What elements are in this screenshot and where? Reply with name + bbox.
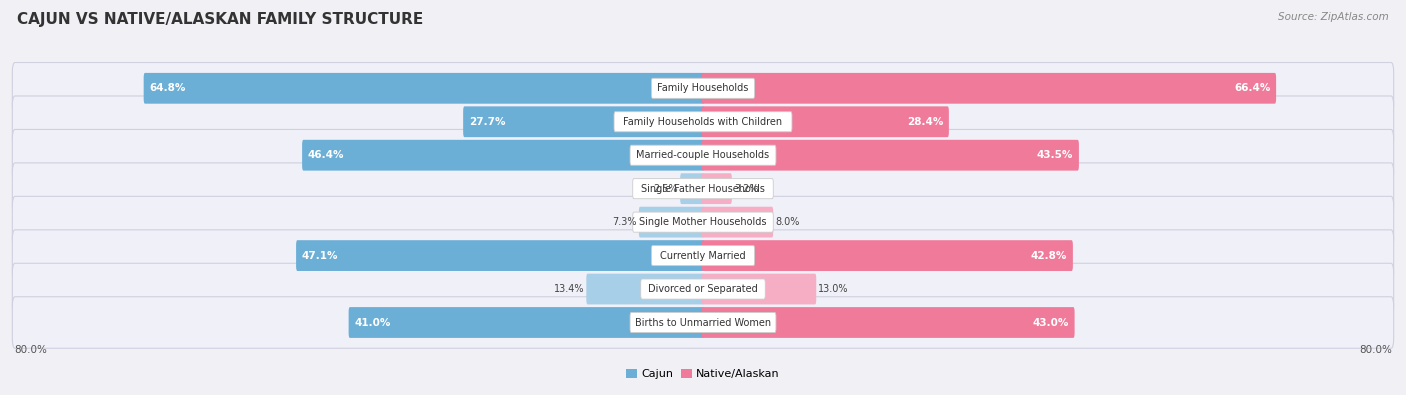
FancyBboxPatch shape (702, 73, 1277, 103)
Text: Source: ZipAtlas.com: Source: ZipAtlas.com (1278, 12, 1389, 22)
Text: 43.0%: 43.0% (1032, 318, 1069, 327)
FancyBboxPatch shape (702, 274, 817, 305)
FancyBboxPatch shape (13, 196, 1393, 248)
FancyBboxPatch shape (13, 163, 1393, 214)
FancyBboxPatch shape (349, 307, 704, 338)
Text: Married-couple Households: Married-couple Households (637, 150, 769, 160)
FancyBboxPatch shape (13, 62, 1393, 114)
Text: 28.4%: 28.4% (907, 117, 943, 127)
FancyBboxPatch shape (702, 140, 1078, 171)
FancyBboxPatch shape (13, 130, 1393, 181)
Text: 47.1%: 47.1% (302, 250, 339, 261)
Text: 64.8%: 64.8% (149, 83, 186, 93)
FancyBboxPatch shape (13, 96, 1393, 147)
Text: 80.0%: 80.0% (14, 345, 46, 355)
Text: 27.7%: 27.7% (468, 117, 505, 127)
Text: 2.5%: 2.5% (654, 184, 678, 194)
FancyBboxPatch shape (297, 240, 704, 271)
FancyBboxPatch shape (651, 246, 755, 265)
FancyBboxPatch shape (633, 212, 773, 232)
FancyBboxPatch shape (702, 307, 1074, 338)
FancyBboxPatch shape (641, 279, 765, 299)
FancyBboxPatch shape (638, 207, 704, 237)
Text: 42.8%: 42.8% (1031, 250, 1067, 261)
Text: Single Father Households: Single Father Households (641, 184, 765, 194)
FancyBboxPatch shape (13, 263, 1393, 315)
FancyBboxPatch shape (651, 78, 755, 98)
Text: 3.2%: 3.2% (734, 184, 758, 194)
Legend: Cajun, Native/Alaskan: Cajun, Native/Alaskan (626, 369, 780, 379)
FancyBboxPatch shape (614, 112, 792, 132)
Text: 13.0%: 13.0% (818, 284, 849, 294)
Text: Single Mother Households: Single Mother Households (640, 217, 766, 227)
Text: Divorced or Separated: Divorced or Separated (648, 284, 758, 294)
FancyBboxPatch shape (702, 240, 1073, 271)
FancyBboxPatch shape (702, 207, 773, 237)
Text: 46.4%: 46.4% (308, 150, 344, 160)
Text: Currently Married: Currently Married (661, 250, 745, 261)
Text: 13.4%: 13.4% (554, 284, 583, 294)
Text: CAJUN VS NATIVE/ALASKAN FAMILY STRUCTURE: CAJUN VS NATIVE/ALASKAN FAMILY STRUCTURE (17, 12, 423, 27)
FancyBboxPatch shape (143, 73, 704, 103)
Text: Family Households with Children: Family Households with Children (623, 117, 783, 127)
FancyBboxPatch shape (13, 230, 1393, 281)
FancyBboxPatch shape (302, 140, 704, 171)
Text: Family Households: Family Households (658, 83, 748, 93)
Text: 41.0%: 41.0% (354, 318, 391, 327)
FancyBboxPatch shape (463, 106, 704, 137)
Text: 80.0%: 80.0% (1360, 345, 1392, 355)
FancyBboxPatch shape (702, 106, 949, 137)
FancyBboxPatch shape (630, 145, 776, 165)
FancyBboxPatch shape (13, 297, 1393, 348)
Text: 66.4%: 66.4% (1234, 83, 1271, 93)
Text: Births to Unmarried Women: Births to Unmarried Women (636, 318, 770, 327)
Text: 7.3%: 7.3% (612, 217, 637, 227)
FancyBboxPatch shape (681, 173, 704, 204)
FancyBboxPatch shape (702, 173, 733, 204)
FancyBboxPatch shape (586, 274, 704, 305)
FancyBboxPatch shape (630, 312, 776, 333)
Text: 43.5%: 43.5% (1038, 150, 1073, 160)
Text: 8.0%: 8.0% (775, 217, 800, 227)
FancyBboxPatch shape (633, 179, 773, 199)
